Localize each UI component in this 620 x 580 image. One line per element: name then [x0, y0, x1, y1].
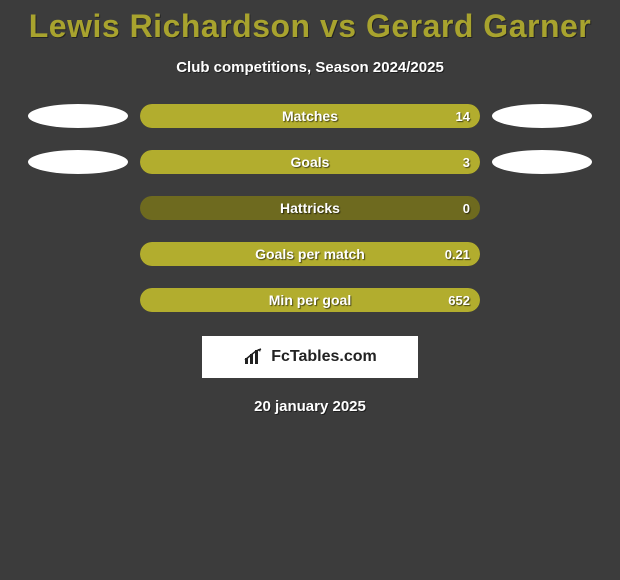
stat-bar: Matches14: [140, 104, 480, 128]
left-slot-empty: [28, 242, 128, 266]
stat-bar: Goals3: [140, 150, 480, 174]
right-ellipse: [492, 104, 592, 128]
stat-row: Goals per match0.21: [0, 242, 620, 266]
stat-value: 3: [463, 155, 470, 170]
stat-row: Min per goal652: [0, 288, 620, 312]
page-title: Lewis Richardson vs Gerard Garner: [29, 8, 591, 45]
stat-row: Hattricks0: [0, 196, 620, 220]
bar-chart-icon: [243, 348, 265, 366]
stat-value: 0.21: [445, 247, 470, 262]
stat-label: Min per goal: [140, 292, 480, 308]
stat-label: Hattricks: [140, 200, 480, 216]
right-ellipse: [492, 150, 592, 174]
left-ellipse: [28, 150, 128, 174]
comparison-card: Lewis Richardson vs Gerard Garner Club c…: [0, 0, 620, 415]
left-ellipse: [28, 104, 128, 128]
stat-row: Goals3: [0, 150, 620, 174]
stat-value: 0: [463, 201, 470, 216]
stat-bar: Min per goal652: [140, 288, 480, 312]
right-slot-empty: [492, 196, 592, 220]
stat-bar: Goals per match0.21: [140, 242, 480, 266]
left-slot-empty: [28, 196, 128, 220]
stat-rows: Matches14 Goals3 Hattricks0 Goals per match…: [0, 104, 620, 312]
stat-value: 14: [456, 109, 470, 124]
watermark: FcTables.com: [202, 336, 418, 378]
stat-label: Matches: [140, 108, 480, 124]
date-label: 20 january 2025: [254, 398, 366, 415]
watermark-text: FcTables.com: [271, 348, 377, 366]
right-slot-empty: [492, 242, 592, 266]
left-slot-empty: [28, 288, 128, 312]
stat-value: 652: [448, 293, 470, 308]
subtitle: Club competitions, Season 2024/2025: [176, 59, 444, 76]
stat-label: Goals per match: [140, 246, 480, 262]
stat-bar: Hattricks0: [140, 196, 480, 220]
stat-row: Matches14: [0, 104, 620, 128]
right-slot-empty: [492, 288, 592, 312]
stat-label: Goals: [140, 154, 480, 170]
